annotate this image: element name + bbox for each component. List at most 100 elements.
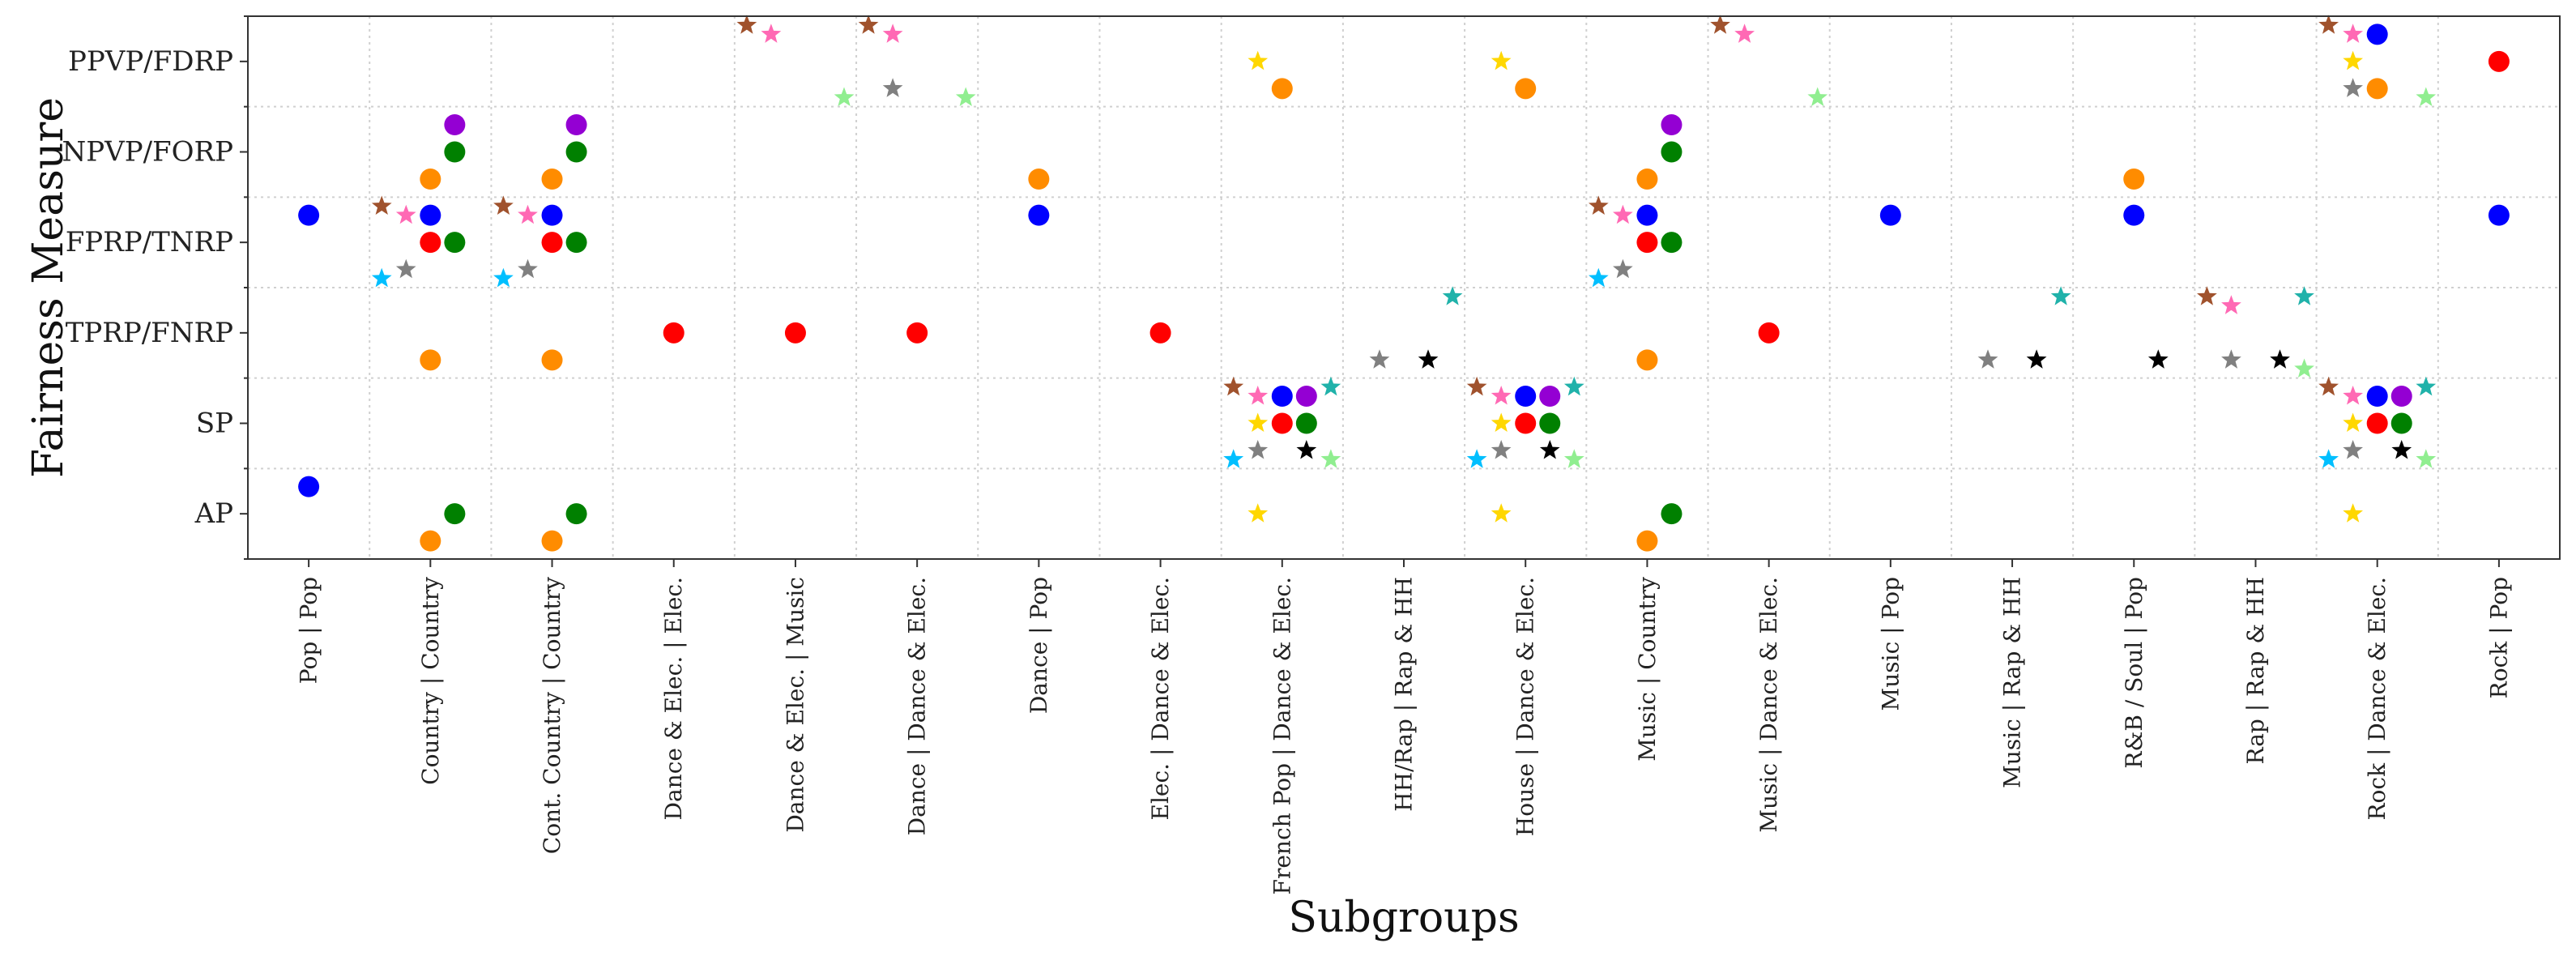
point-gray-star	[2343, 78, 2363, 97]
grid-lines	[248, 16, 2560, 559]
point-green-circle	[444, 232, 466, 254]
x-tick-label-country-country: Country | Country	[417, 577, 444, 785]
point-black-star	[2391, 440, 2412, 459]
point-pink-star	[2343, 23, 2363, 43]
point-orange-circle	[1636, 530, 1658, 552]
x-tick-label-rock-dance-elec: Rock | Dance & Elec.	[2364, 577, 2390, 821]
x-tick-label-music-rap-hh: Music | Rap & HH	[1999, 577, 2026, 788]
point-teal-star	[2050, 286, 2071, 305]
point-red-circle	[1636, 232, 1658, 254]
point-gold-star	[1247, 412, 1269, 432]
point-red-circle	[2488, 50, 2510, 72]
point-gold-star	[1491, 503, 1512, 523]
point-green-circle	[565, 503, 587, 525]
point-pink-star	[2221, 295, 2241, 314]
point-blue-circle	[2123, 204, 2145, 226]
x-tick-label-dance-elec-elec: Dance & Elec. | Elec.	[660, 577, 687, 820]
point-orange-circle	[2123, 169, 2145, 190]
point-brown-star	[2318, 15, 2339, 34]
point-orange-circle	[420, 169, 441, 190]
point-gray-star	[395, 258, 416, 279]
point-green-circle	[1295, 412, 1317, 434]
point-gray-star	[2221, 349, 2241, 369]
point-skyblue-star	[493, 267, 514, 288]
point-skyblue-star	[1466, 449, 1487, 468]
y-tick-label-npvp-forp: NPVP/FORP	[62, 136, 233, 169]
point-green-circle	[565, 141, 587, 163]
point-brown-star	[1589, 195, 1609, 215]
point-red-circle	[541, 232, 563, 254]
point-orange-circle	[1271, 78, 1293, 100]
point-green-circle	[1661, 503, 1683, 525]
point-blue-circle	[1879, 204, 1901, 226]
point-pink-star	[1613, 204, 1633, 224]
point-orange-circle	[1515, 78, 1537, 100]
x-tick-label-house-dance-elec: House | Dance & Elec.	[1512, 577, 1539, 836]
point-pink-star	[2343, 386, 2363, 405]
point-skyblue-star	[371, 267, 392, 288]
y-tick-label-sp: SP	[196, 408, 233, 440]
point-green-circle	[565, 232, 587, 254]
point-green-circle	[1661, 232, 1683, 254]
point-brown-star	[858, 15, 879, 34]
point-brown-star	[371, 195, 392, 215]
x-tick-label-music-dance-elec: Music | Dance & Elec.	[1755, 577, 1782, 833]
point-red-circle	[1271, 412, 1293, 434]
point-blue-circle	[298, 476, 320, 497]
point-orange-circle	[541, 169, 563, 190]
point-green-circle	[444, 503, 466, 525]
point-teal-star	[1320, 376, 1341, 396]
x-tick-label-cont-country-country: Cont. Country | Country	[539, 577, 565, 854]
point-gray-star	[882, 78, 903, 97]
point-red-circle	[663, 322, 685, 344]
x-tick-label-hh-rap-rap-hh: HH/Rap | Rap & HH	[1391, 577, 1418, 812]
x-tick-label-pop-pop: Pop | Pop	[296, 577, 322, 684]
point-black-star	[1539, 440, 1560, 459]
point-purple-circle	[2390, 386, 2412, 407]
point-blue-circle	[2488, 204, 2510, 226]
point-blue-circle	[2366, 386, 2388, 407]
point-lightgreen-star	[2416, 449, 2437, 468]
data-points	[298, 15, 2510, 552]
x-tick-label-dance-dance-elec: Dance | Dance & Elec.	[904, 577, 931, 835]
point-brown-star	[2197, 286, 2217, 305]
point-gray-star	[1977, 349, 1998, 369]
point-black-star	[1418, 349, 1439, 369]
point-orange-circle	[1636, 169, 1658, 190]
point-pink-star	[518, 204, 538, 224]
point-red-circle	[420, 232, 441, 254]
point-pink-star	[395, 204, 416, 224]
point-green-circle	[1539, 412, 1561, 434]
point-gold-star	[1491, 412, 1512, 432]
x-axis-title: Subgroups	[1288, 894, 1519, 942]
point-skyblue-star	[1223, 449, 1244, 468]
point-purple-circle	[1539, 386, 1561, 407]
point-blue-circle	[298, 204, 320, 226]
point-pink-star	[1491, 386, 1512, 405]
point-blue-circle	[1271, 386, 1293, 407]
point-brown-star	[493, 195, 514, 215]
point-purple-circle	[1661, 114, 1683, 135]
point-red-circle	[784, 322, 806, 344]
point-brown-star	[1710, 15, 1730, 34]
y-axis-ticks: AP SP TPRP/FNRP FPRP/TNRP NPVP/FORP PPVP/FDRP	[62, 15, 248, 560]
y-tick-label-ppvp-fdrp: PPVP/FDRP	[68, 45, 233, 78]
point-gold-star	[1247, 50, 1269, 70]
point-teal-star	[1563, 376, 1584, 396]
point-black-star	[2270, 349, 2290, 369]
point-gray-star	[518, 258, 538, 279]
point-red-circle	[1515, 412, 1537, 434]
point-teal-star	[2416, 376, 2437, 396]
y-axis-title: Fairness Measure	[24, 97, 73, 478]
point-black-star	[1296, 440, 1317, 459]
x-tick-label-music-pop: Music | Pop	[1877, 577, 1904, 711]
point-purple-circle	[1295, 386, 1317, 407]
x-tick-label-elec-dance-elec: Elec. | Dance & Elec.	[1147, 577, 1174, 820]
point-orange-circle	[1636, 349, 1658, 371]
x-tick-label-music-country: Music | Country	[1634, 577, 1661, 762]
point-gray-star	[1613, 258, 1633, 279]
point-blue-circle	[541, 204, 563, 226]
x-tick-label-rock-pop: Rock | Pop	[2485, 577, 2512, 698]
point-teal-star	[2294, 286, 2314, 305]
